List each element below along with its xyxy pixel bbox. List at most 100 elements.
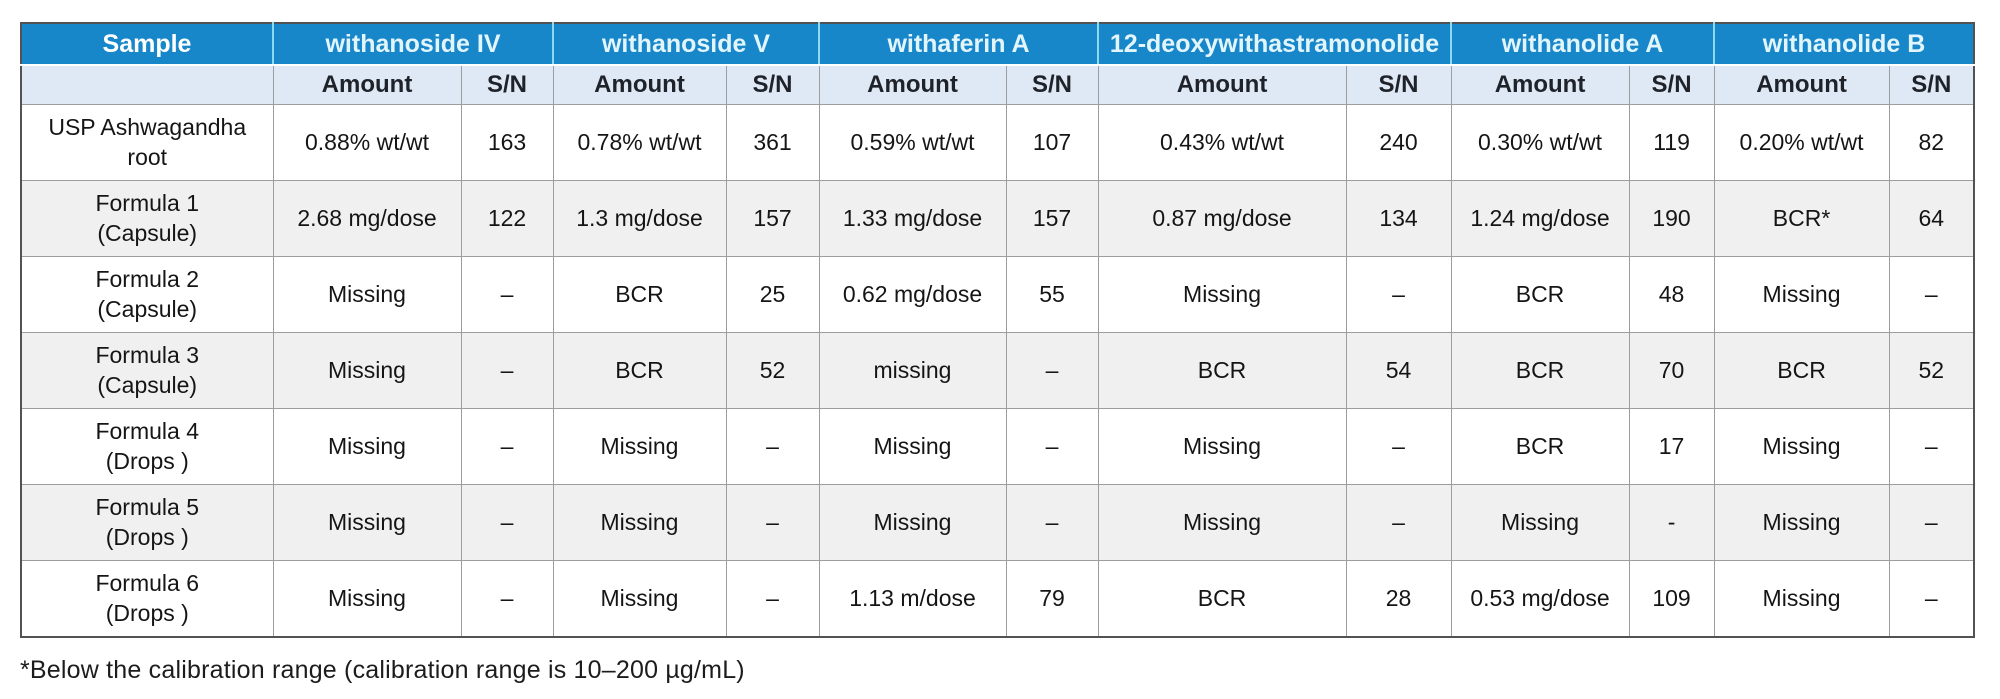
sn-value: 54 xyxy=(1345,332,1452,409)
sn-value: – xyxy=(460,332,554,409)
sn-value: 122 xyxy=(460,180,554,257)
amount-value: Missing xyxy=(552,408,727,485)
amount-value: BCR xyxy=(552,332,727,409)
sample-name: Formula 4 (Drops ) xyxy=(20,408,274,485)
sn-value: 52 xyxy=(1888,332,1975,409)
amount-value: BCR xyxy=(1097,560,1347,638)
sn-value: 240 xyxy=(1345,104,1452,181)
amount-value: Missing xyxy=(1450,484,1630,561)
sn-value: 157 xyxy=(725,180,820,257)
amount-value: Missing xyxy=(272,560,462,638)
sn-value: 70 xyxy=(1628,332,1715,409)
amount-value: 0.30% wt/wt xyxy=(1450,104,1630,181)
sn-value: – xyxy=(725,560,820,638)
amount-value: Missing xyxy=(272,408,462,485)
sn-value: – xyxy=(460,560,554,638)
table-row: Formula 6 (Drops ) Missing – Missing –1.13 m… xyxy=(20,560,1975,638)
amount-value: 2.68 mg/dose xyxy=(272,180,462,257)
amount-value: 0.78% wt/wt xyxy=(552,104,727,181)
table-row: Formula 2 (Capsule) Missing – BCR 25 0.62 mg/… xyxy=(20,256,1975,333)
results-table: Sample withanoside IV withanoside V with… xyxy=(20,22,1976,638)
amount-value: BCR xyxy=(1713,332,1890,409)
amount-value: 1.33 mg/dose xyxy=(818,180,1007,257)
amount-value: BCR xyxy=(1450,408,1630,485)
amount-value: Missing xyxy=(1713,560,1890,638)
amount-value: BCR* xyxy=(1713,180,1890,257)
amount-subheader: Amount xyxy=(1450,65,1630,105)
amount-value: Missing xyxy=(1713,408,1890,485)
sn-value: - xyxy=(1628,484,1715,561)
sn-value: – xyxy=(725,484,820,561)
amount-subheader: Amount xyxy=(272,65,462,105)
sub-header-row: Amount S/N Amount S/N Amount S/N Amount … xyxy=(20,65,1975,105)
sample-name: Formula 2 (Capsule) xyxy=(20,256,274,333)
table-body: USP Ashwagandha root 0.88% wt/wt 163 0.78% … xyxy=(20,104,1975,638)
sn-value: – xyxy=(1888,484,1975,561)
amount-value: Missing xyxy=(818,408,1007,485)
sample-name: Formula 6 (Drops ) xyxy=(20,560,274,638)
sn-value: – xyxy=(460,256,554,333)
amount-value: BCR xyxy=(1450,256,1630,333)
amount-value: Missing xyxy=(272,332,462,409)
sample-name: Formula 1 (Capsule) xyxy=(20,180,274,257)
table-row: USP Ashwagandha root 0.88% wt/wt 163 0.78% … xyxy=(20,104,1975,181)
amount-value: Missing xyxy=(272,484,462,561)
amount-value: 0.62 mg/dose xyxy=(818,256,1007,333)
amount-value: 0.20% wt/wt xyxy=(1713,104,1890,181)
sn-value: – xyxy=(1888,256,1975,333)
compound-group-header: 12-deoxywithastramonolide xyxy=(1098,23,1453,66)
sn-value: – xyxy=(1005,332,1099,409)
group-header-row: Sample withanoside IV withanoside V with… xyxy=(21,23,1975,66)
compound-group-header: withanolide A xyxy=(1451,23,1716,66)
sn-value: 17 xyxy=(1628,408,1715,485)
amount-value: Missing xyxy=(1097,256,1347,333)
sample-name: USP Ashwagandha root xyxy=(20,104,274,181)
sn-subheader: S/N xyxy=(1628,65,1715,105)
footnote: *Below the calibration range (calibratio… xyxy=(20,656,745,684)
amount-value: Missing xyxy=(552,484,727,561)
sn-value: 361 xyxy=(725,104,820,181)
sn-subheader: S/N xyxy=(1345,65,1452,105)
amount-value: 0.87 mg/dose xyxy=(1097,180,1347,257)
amount-value: 1.24 mg/dose xyxy=(1450,180,1630,257)
amount-value: Missing xyxy=(1713,484,1890,561)
sn-value: 109 xyxy=(1628,560,1715,638)
sn-value: 28 xyxy=(1345,560,1452,638)
sample-name: Formula 3 (Capsule) xyxy=(20,332,274,409)
compound-group-header: withanoside IV xyxy=(273,23,554,66)
sn-value: 157 xyxy=(1005,180,1099,257)
sn-value: 107 xyxy=(1005,104,1099,181)
amount-subheader: Amount xyxy=(552,65,727,105)
sn-value: 190 xyxy=(1628,180,1715,257)
amount-value: BCR xyxy=(552,256,727,333)
sn-value: – xyxy=(1005,408,1099,485)
sn-value: – xyxy=(1005,484,1099,561)
sn-value: 79 xyxy=(1005,560,1099,638)
compound-group-header: withanoside V xyxy=(553,23,820,66)
amount-value: 0.53 mg/dose xyxy=(1450,560,1630,638)
amount-value: missing xyxy=(818,332,1007,409)
sn-value: 64 xyxy=(1888,180,1975,257)
sn-subheader: S/N xyxy=(460,65,554,105)
amount-value: 1.13 m/dose xyxy=(818,560,1007,638)
sn-value: 82 xyxy=(1888,104,1975,181)
amount-value: 0.59% wt/wt xyxy=(818,104,1007,181)
compound-group-header: withanolide B xyxy=(1714,23,1975,66)
sn-subheader: S/N xyxy=(1005,65,1099,105)
sn-value: 163 xyxy=(460,104,554,181)
sample-subheader-empty xyxy=(20,65,274,105)
amount-value: Missing xyxy=(1097,408,1347,485)
amount-value: Missing xyxy=(272,256,462,333)
amount-value: 1.3 mg/dose xyxy=(552,180,727,257)
compound-group-header: withaferin A xyxy=(819,23,1100,66)
sample-name: Formula 5 (Drops ) xyxy=(20,484,274,561)
table-row: Formula 3 (Capsule) Missing – BCR 52 missing –… xyxy=(20,332,1975,409)
sn-value: – xyxy=(725,408,820,485)
sample-column-header: Sample xyxy=(21,23,274,66)
sn-value: – xyxy=(460,408,554,485)
amount-value: 0.43% wt/wt xyxy=(1097,104,1347,181)
amount-value: Missing xyxy=(552,560,727,638)
sn-value: 25 xyxy=(725,256,820,333)
amount-subheader: Amount xyxy=(1713,65,1890,105)
